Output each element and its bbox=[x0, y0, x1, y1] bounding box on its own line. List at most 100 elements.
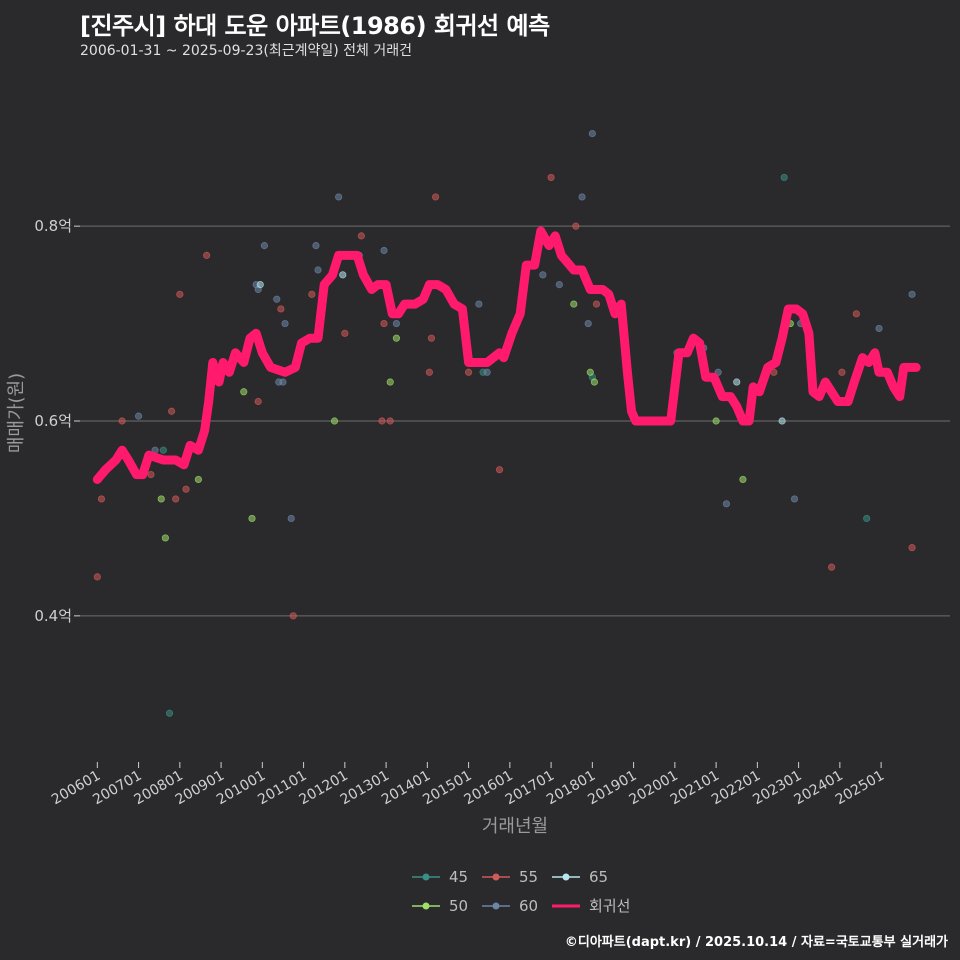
y-tick-label-0: 0.4억 bbox=[34, 607, 72, 625]
data-point-55-7 bbox=[182, 485, 190, 493]
data-point-55-29 bbox=[838, 368, 846, 376]
data-point-55-21 bbox=[431, 193, 440, 201]
data-point-55-17 bbox=[380, 319, 388, 328]
data-point-55-12 bbox=[289, 612, 297, 620]
data-point-55-14 bbox=[341, 329, 349, 337]
data-point-50-5 bbox=[330, 417, 339, 425]
data-point-55-18 bbox=[386, 417, 394, 425]
data-point-60-21 bbox=[578, 193, 586, 201]
data-point-55-15 bbox=[357, 232, 365, 240]
y-axis-title: 매매가(원) bbox=[6, 373, 27, 453]
data-point-60-27 bbox=[722, 500, 731, 508]
data-point-55-1 bbox=[97, 495, 106, 503]
legend-label-45: 45 bbox=[449, 868, 468, 886]
data-point-60-31 bbox=[908, 290, 916, 298]
data-point-60-11 bbox=[314, 266, 322, 274]
data-point-55-0 bbox=[93, 573, 101, 581]
data-point-65-0 bbox=[256, 280, 264, 289]
footer-credit: ©디아파트(dapt.kr) / 2025.10.14 / 자료=국토교통부 실… bbox=[564, 935, 948, 950]
data-point-55-6 bbox=[176, 290, 184, 298]
legend-swatch-dot-50 bbox=[422, 902, 430, 910]
data-point-50-6 bbox=[386, 378, 394, 386]
data-point-50-7 bbox=[392, 334, 401, 342]
data-point-60-5 bbox=[273, 295, 281, 303]
data-point-50-12 bbox=[739, 475, 747, 484]
legend: 45 55 65 50 60 회귀선 bbox=[412, 868, 630, 915]
data-point-60-22 bbox=[584, 319, 592, 328]
data-point-60-30 bbox=[875, 324, 883, 333]
x-axis: 2006012007012008012009012010012011012012… bbox=[49, 762, 887, 808]
legend-label-60: 60 bbox=[519, 897, 538, 915]
data-point-60-28 bbox=[790, 495, 799, 503]
y-axis: 0.4억 0.6억 0.8억 bbox=[34, 217, 80, 625]
data-point-55-19 bbox=[425, 368, 434, 376]
regression-line bbox=[92, 226, 921, 484]
regression-line-group bbox=[92, 226, 921, 484]
data-point-60-9 bbox=[287, 514, 295, 523]
data-point-60-17 bbox=[475, 300, 483, 308]
grid-lines bbox=[80, 225, 950, 617]
scatter-points bbox=[93, 129, 916, 717]
data-point-65-3 bbox=[778, 417, 786, 425]
legend-label-회귀선: 회귀선 bbox=[589, 897, 630, 915]
data-point-55-25 bbox=[572, 222, 580, 230]
x-axis-title: 거래년월 bbox=[482, 816, 548, 837]
data-point-55-4 bbox=[167, 407, 176, 415]
data-point-60-1 bbox=[134, 412, 143, 420]
data-point-60-19 bbox=[539, 271, 547, 279]
data-point-55-30 bbox=[852, 310, 860, 318]
data-point-50-4 bbox=[248, 514, 256, 523]
data-point-55-23 bbox=[495, 466, 504, 474]
data-point-55-24 bbox=[547, 173, 555, 182]
data-point-60-8 bbox=[281, 319, 289, 328]
data-point-45-5 bbox=[780, 173, 788, 182]
data-point-50-9 bbox=[586, 368, 594, 376]
data-point-50-10 bbox=[590, 378, 599, 386]
y-tick-label-2: 0.8억 bbox=[34, 217, 72, 235]
data-point-50-0 bbox=[157, 495, 165, 503]
data-point-55-28 bbox=[828, 563, 836, 571]
legend-swatch-dot-65 bbox=[562, 873, 570, 881]
legend-swatch-dot-45 bbox=[422, 873, 430, 881]
data-point-55-22 bbox=[464, 368, 473, 376]
data-point-55-26 bbox=[592, 300, 601, 308]
data-point-55-11 bbox=[277, 305, 285, 313]
legend-swatch-dot-55 bbox=[492, 873, 500, 881]
data-point-60-23 bbox=[588, 129, 596, 138]
data-point-55-9 bbox=[203, 251, 211, 259]
data-point-65-2 bbox=[733, 378, 741, 386]
data-point-65-1 bbox=[339, 271, 347, 279]
chart-subtitle: 2006-01-31 ~ 2025-09-23(최근계약일) 전체 거래건 bbox=[80, 43, 412, 59]
data-point-60-18 bbox=[483, 368, 491, 376]
legend-label-65: 65 bbox=[589, 868, 608, 886]
chart-title: [진주시] 하대 도운 아파트(1986) 회귀선 예측 bbox=[80, 12, 550, 40]
data-point-60-14 bbox=[380, 246, 388, 255]
data-point-55-5 bbox=[172, 495, 180, 503]
data-point-50-1 bbox=[161, 534, 169, 542]
legend-swatch-dot-60 bbox=[492, 902, 500, 910]
data-point-45-1 bbox=[165, 709, 174, 717]
data-point-60-10 bbox=[312, 242, 320, 250]
data-point-50-3 bbox=[240, 388, 248, 396]
data-point-60-12 bbox=[335, 193, 343, 201]
legend-label-55: 55 bbox=[519, 868, 538, 886]
data-point-55-31 bbox=[908, 544, 916, 552]
y-tick-label-1: 0.6억 bbox=[34, 412, 72, 430]
data-point-45-6 bbox=[863, 514, 871, 523]
data-point-60-7 bbox=[279, 378, 287, 386]
data-point-50-11 bbox=[712, 417, 720, 425]
data-point-45-0 bbox=[159, 446, 167, 454]
data-point-55-10 bbox=[254, 397, 262, 406]
legend-label-50: 50 bbox=[449, 897, 468, 915]
data-point-50-8 bbox=[570, 300, 578, 308]
data-point-60-4 bbox=[260, 242, 268, 250]
data-point-50-2 bbox=[194, 475, 202, 484]
data-point-55-13 bbox=[308, 290, 316, 298]
data-point-60-15 bbox=[392, 319, 401, 328]
data-point-55-16 bbox=[378, 417, 386, 425]
data-point-55-2 bbox=[118, 417, 126, 425]
data-point-55-20 bbox=[427, 334, 436, 342]
data-point-60-20 bbox=[555, 280, 563, 289]
data-point-55-3 bbox=[147, 470, 155, 479]
